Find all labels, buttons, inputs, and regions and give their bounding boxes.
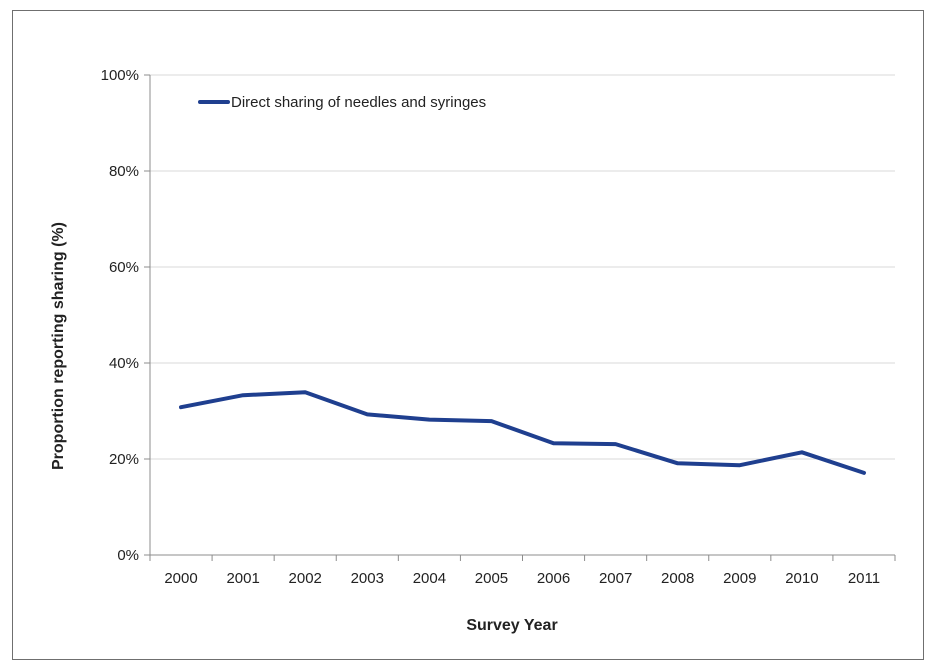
series-lines (179, 390, 866, 475)
x-tick-label: 2001 (226, 570, 259, 587)
x-tick-label: 2003 (351, 570, 384, 587)
x-tick-label: 2009 (723, 570, 756, 587)
y-tick-label: 60% (109, 259, 139, 276)
y-tick-label: 100% (101, 67, 139, 84)
y-axis-title: Proportion reporting sharing (%) (50, 222, 67, 470)
axes (149, 75, 895, 556)
x-tick-label: 2011 (848, 570, 880, 587)
legend-label: Direct sharing of needles and syringes (231, 94, 486, 111)
x-tick-label: 2006 (537, 570, 570, 587)
chart-frame (12, 10, 924, 660)
x-tick-label: 2000 (164, 570, 197, 587)
y-tick-label: 40% (109, 355, 139, 372)
legend: Direct sharing of needles and syringes (198, 94, 486, 111)
y-tick-label: 80% (109, 163, 139, 180)
y-axis-ticks: 0% 20% 40% 60% 80% 100% (101, 67, 150, 564)
x-axis-ticks: 2000 2001 2002 2003 2004 2005 2006 2007 2008 2009… (149, 555, 896, 587)
x-tick-label: 2004 (413, 570, 446, 587)
gridlines (150, 74, 895, 460)
x-tick-label: 2002 (289, 570, 322, 587)
x-axis-title: Survey Year (466, 617, 557, 634)
x-tick-label: 2010 (785, 570, 818, 587)
y-tick-label: 20% (109, 451, 139, 468)
x-tick-label: 2005 (475, 570, 508, 587)
series-line-0 (179, 390, 866, 475)
x-tick-label: 2008 (661, 570, 694, 587)
y-tick-label: 0% (117, 547, 139, 564)
x-tick-label: 2007 (599, 570, 632, 587)
